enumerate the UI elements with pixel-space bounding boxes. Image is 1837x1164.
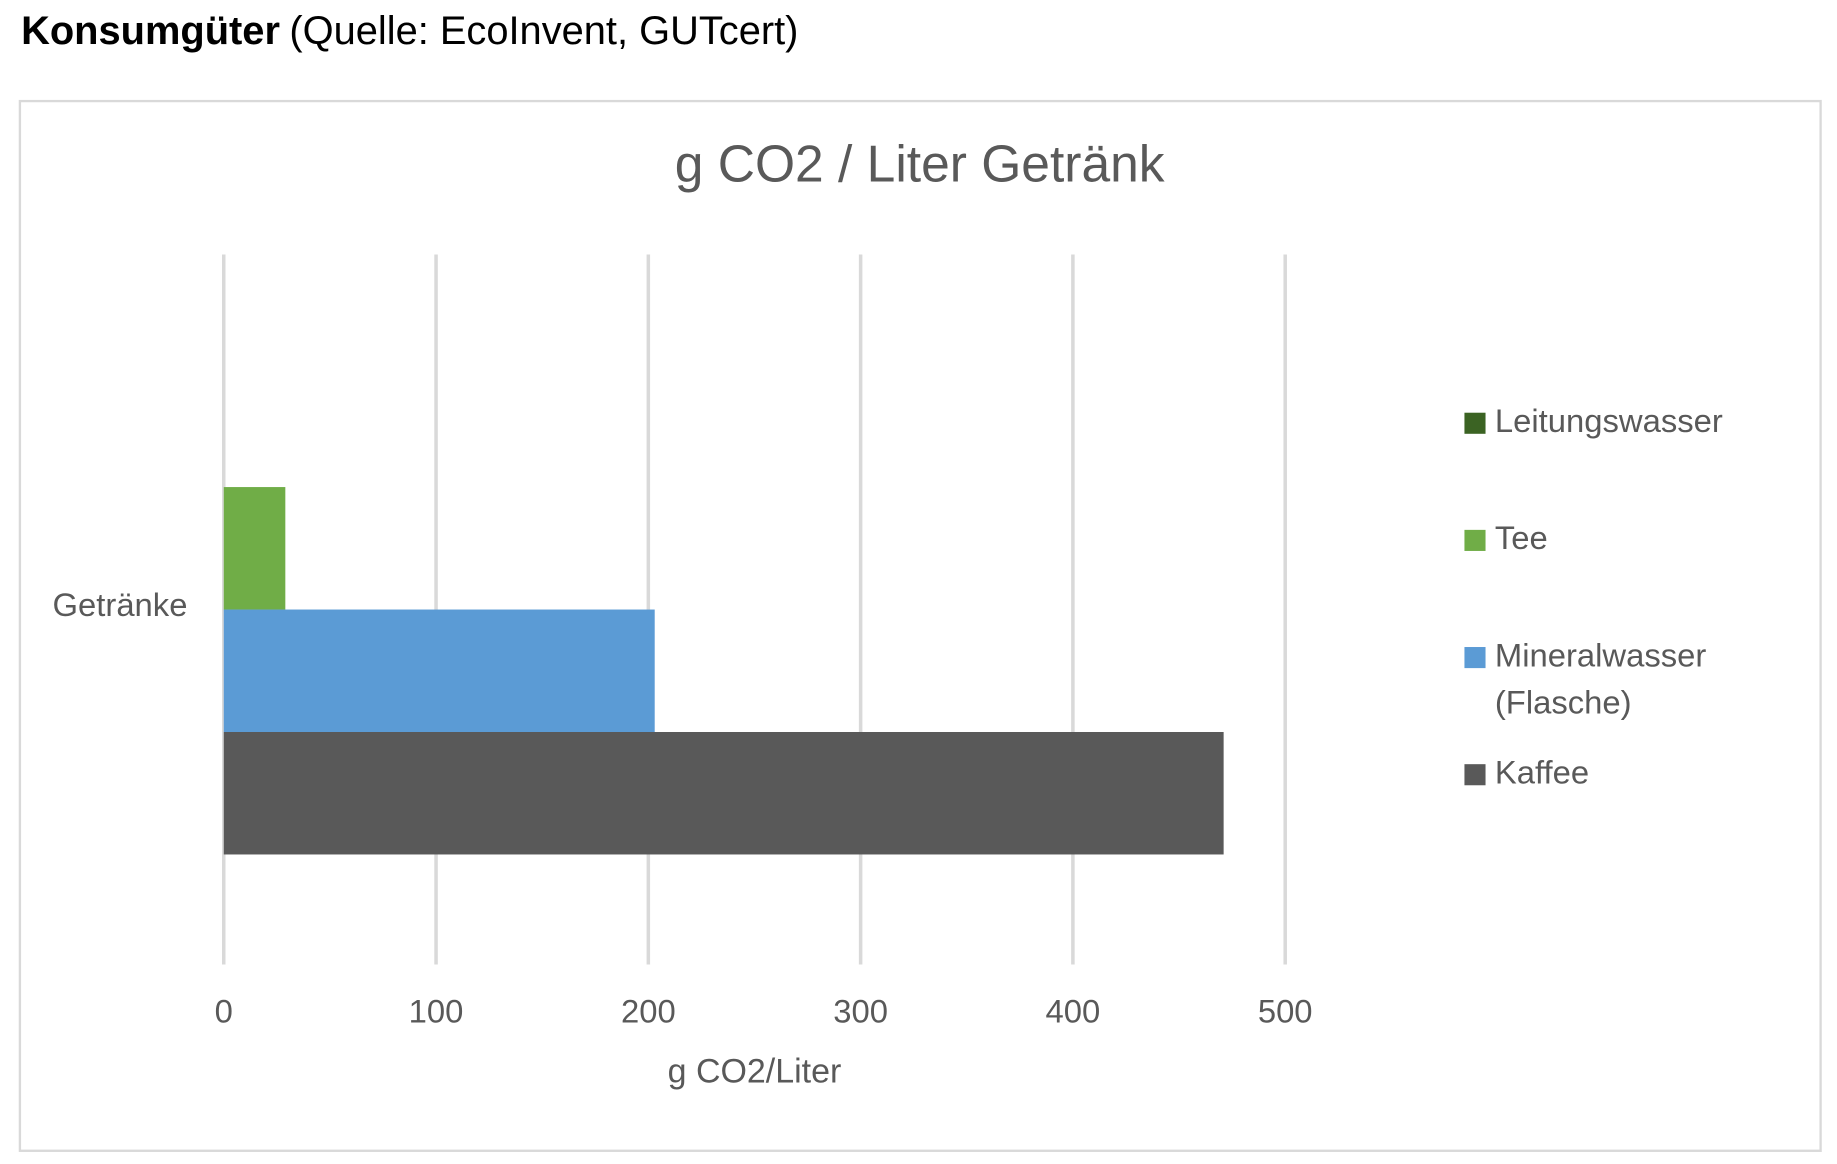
bar (223, 487, 286, 610)
legend-swatch (1464, 412, 1486, 434)
header-title: Konsumgüter (21, 9, 280, 53)
x-tick-label: 500 (1258, 992, 1313, 1029)
bar (223, 609, 655, 733)
x-tick-label: 400 (1046, 992, 1101, 1029)
x-tick-label: 200 (621, 992, 676, 1029)
legend-label: Tee (1495, 519, 1548, 556)
page-header: Konsumgüter (Quelle: EcoInvent, GUTcert) (21, 9, 798, 53)
legend-swatch (1464, 529, 1486, 551)
legend-label: Kaffee (1495, 753, 1589, 790)
legend-label: Mineralwasser (Flasche) (1495, 636, 1716, 720)
x-tick-label: 300 (833, 992, 888, 1029)
bar (223, 732, 1224, 855)
header-source: (Quelle: EcoInvent, GUTcert) (289, 9, 798, 53)
x-tick-label: 0 (215, 992, 233, 1029)
x-tick-label: 100 (409, 992, 464, 1029)
legend-swatch (1464, 647, 1486, 669)
legend-label: Leitungswasser (1495, 402, 1723, 439)
y-tick-label: Getränke (53, 586, 188, 623)
legend-swatch (1464, 764, 1486, 786)
x-axis-label: g CO2/Liter (668, 1052, 842, 1090)
chart-title: g CO2 / Liter Getränk (675, 134, 1165, 192)
